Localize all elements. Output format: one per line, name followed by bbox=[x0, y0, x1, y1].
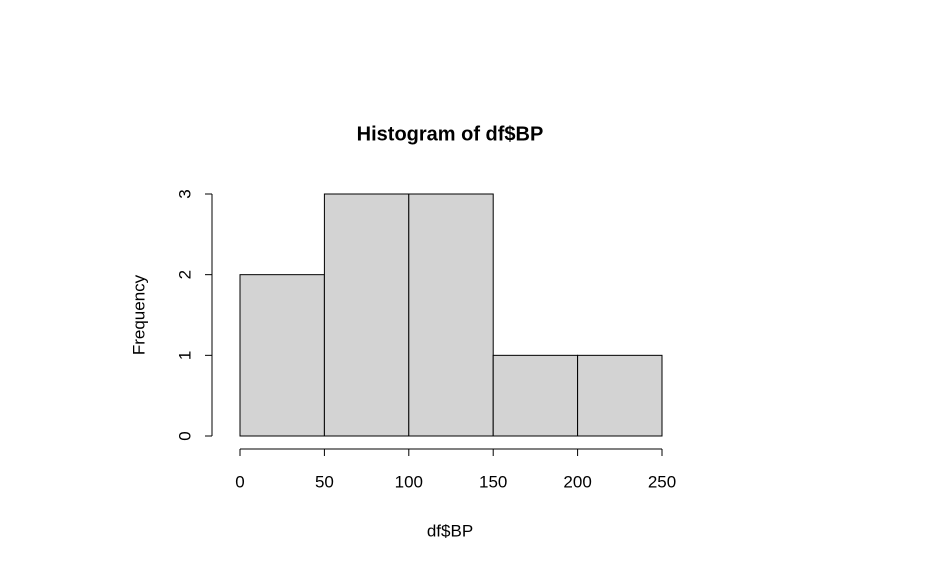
x-tick-label: 100 bbox=[395, 472, 423, 491]
bar bbox=[492, 354, 579, 437]
bar bbox=[577, 354, 663, 437]
x-axis-label: df$BP bbox=[427, 521, 473, 540]
y-axis-label: Frequency bbox=[129, 274, 148, 355]
x-tick-label: 200 bbox=[563, 472, 591, 491]
chart-title: Histogram of df$BP bbox=[357, 123, 544, 145]
x-tick-label: 250 bbox=[648, 472, 676, 491]
y-tick-label: 2 bbox=[175, 270, 194, 279]
x-tick-label: 0 bbox=[235, 472, 244, 491]
y-tick-label: 0 bbox=[175, 431, 194, 440]
bar bbox=[239, 274, 325, 437]
bar bbox=[408, 193, 494, 437]
y-tick-label: 1 bbox=[175, 351, 194, 360]
bar bbox=[323, 193, 410, 437]
y-tick-label: 3 bbox=[175, 189, 194, 198]
x-tick-label: 50 bbox=[315, 472, 334, 491]
x-tick-label: 150 bbox=[479, 472, 507, 491]
